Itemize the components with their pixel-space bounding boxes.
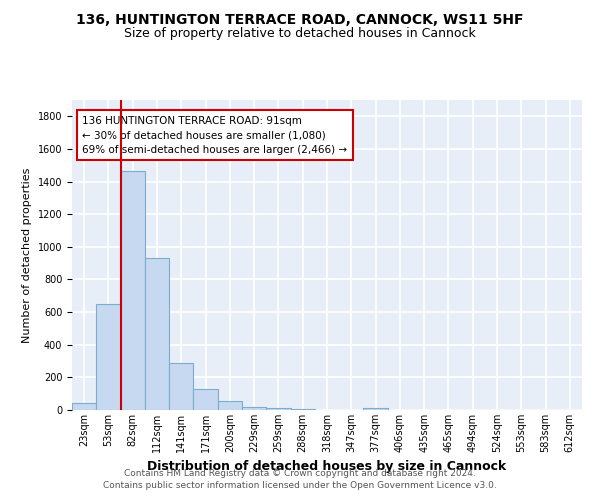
Bar <box>218 400 242 410</box>
Text: 136, HUNTINGTON TERRACE ROAD, CANNOCK, WS11 5HF: 136, HUNTINGTON TERRACE ROAD, CANNOCK, W… <box>76 12 524 26</box>
Bar <box>242 406 266 410</box>
Bar <box>121 171 145 410</box>
Bar <box>145 258 169 410</box>
Bar <box>266 408 290 410</box>
Bar <box>72 404 96 410</box>
Text: Contains HM Land Registry data © Crown copyright and database right 2024.
Contai: Contains HM Land Registry data © Crown c… <box>103 468 497 490</box>
Bar <box>290 409 315 410</box>
Bar <box>169 362 193 410</box>
Y-axis label: Number of detached properties: Number of detached properties <box>22 168 32 342</box>
X-axis label: Distribution of detached houses by size in Cannock: Distribution of detached houses by size … <box>148 460 506 473</box>
Bar <box>364 408 388 410</box>
Bar <box>193 389 218 410</box>
Text: 136 HUNTINGTON TERRACE ROAD: 91sqm
← 30% of detached houses are smaller (1,080)
: 136 HUNTINGTON TERRACE ROAD: 91sqm ← 30%… <box>82 116 347 155</box>
Text: Size of property relative to detached houses in Cannock: Size of property relative to detached ho… <box>124 28 476 40</box>
Bar <box>96 304 121 410</box>
